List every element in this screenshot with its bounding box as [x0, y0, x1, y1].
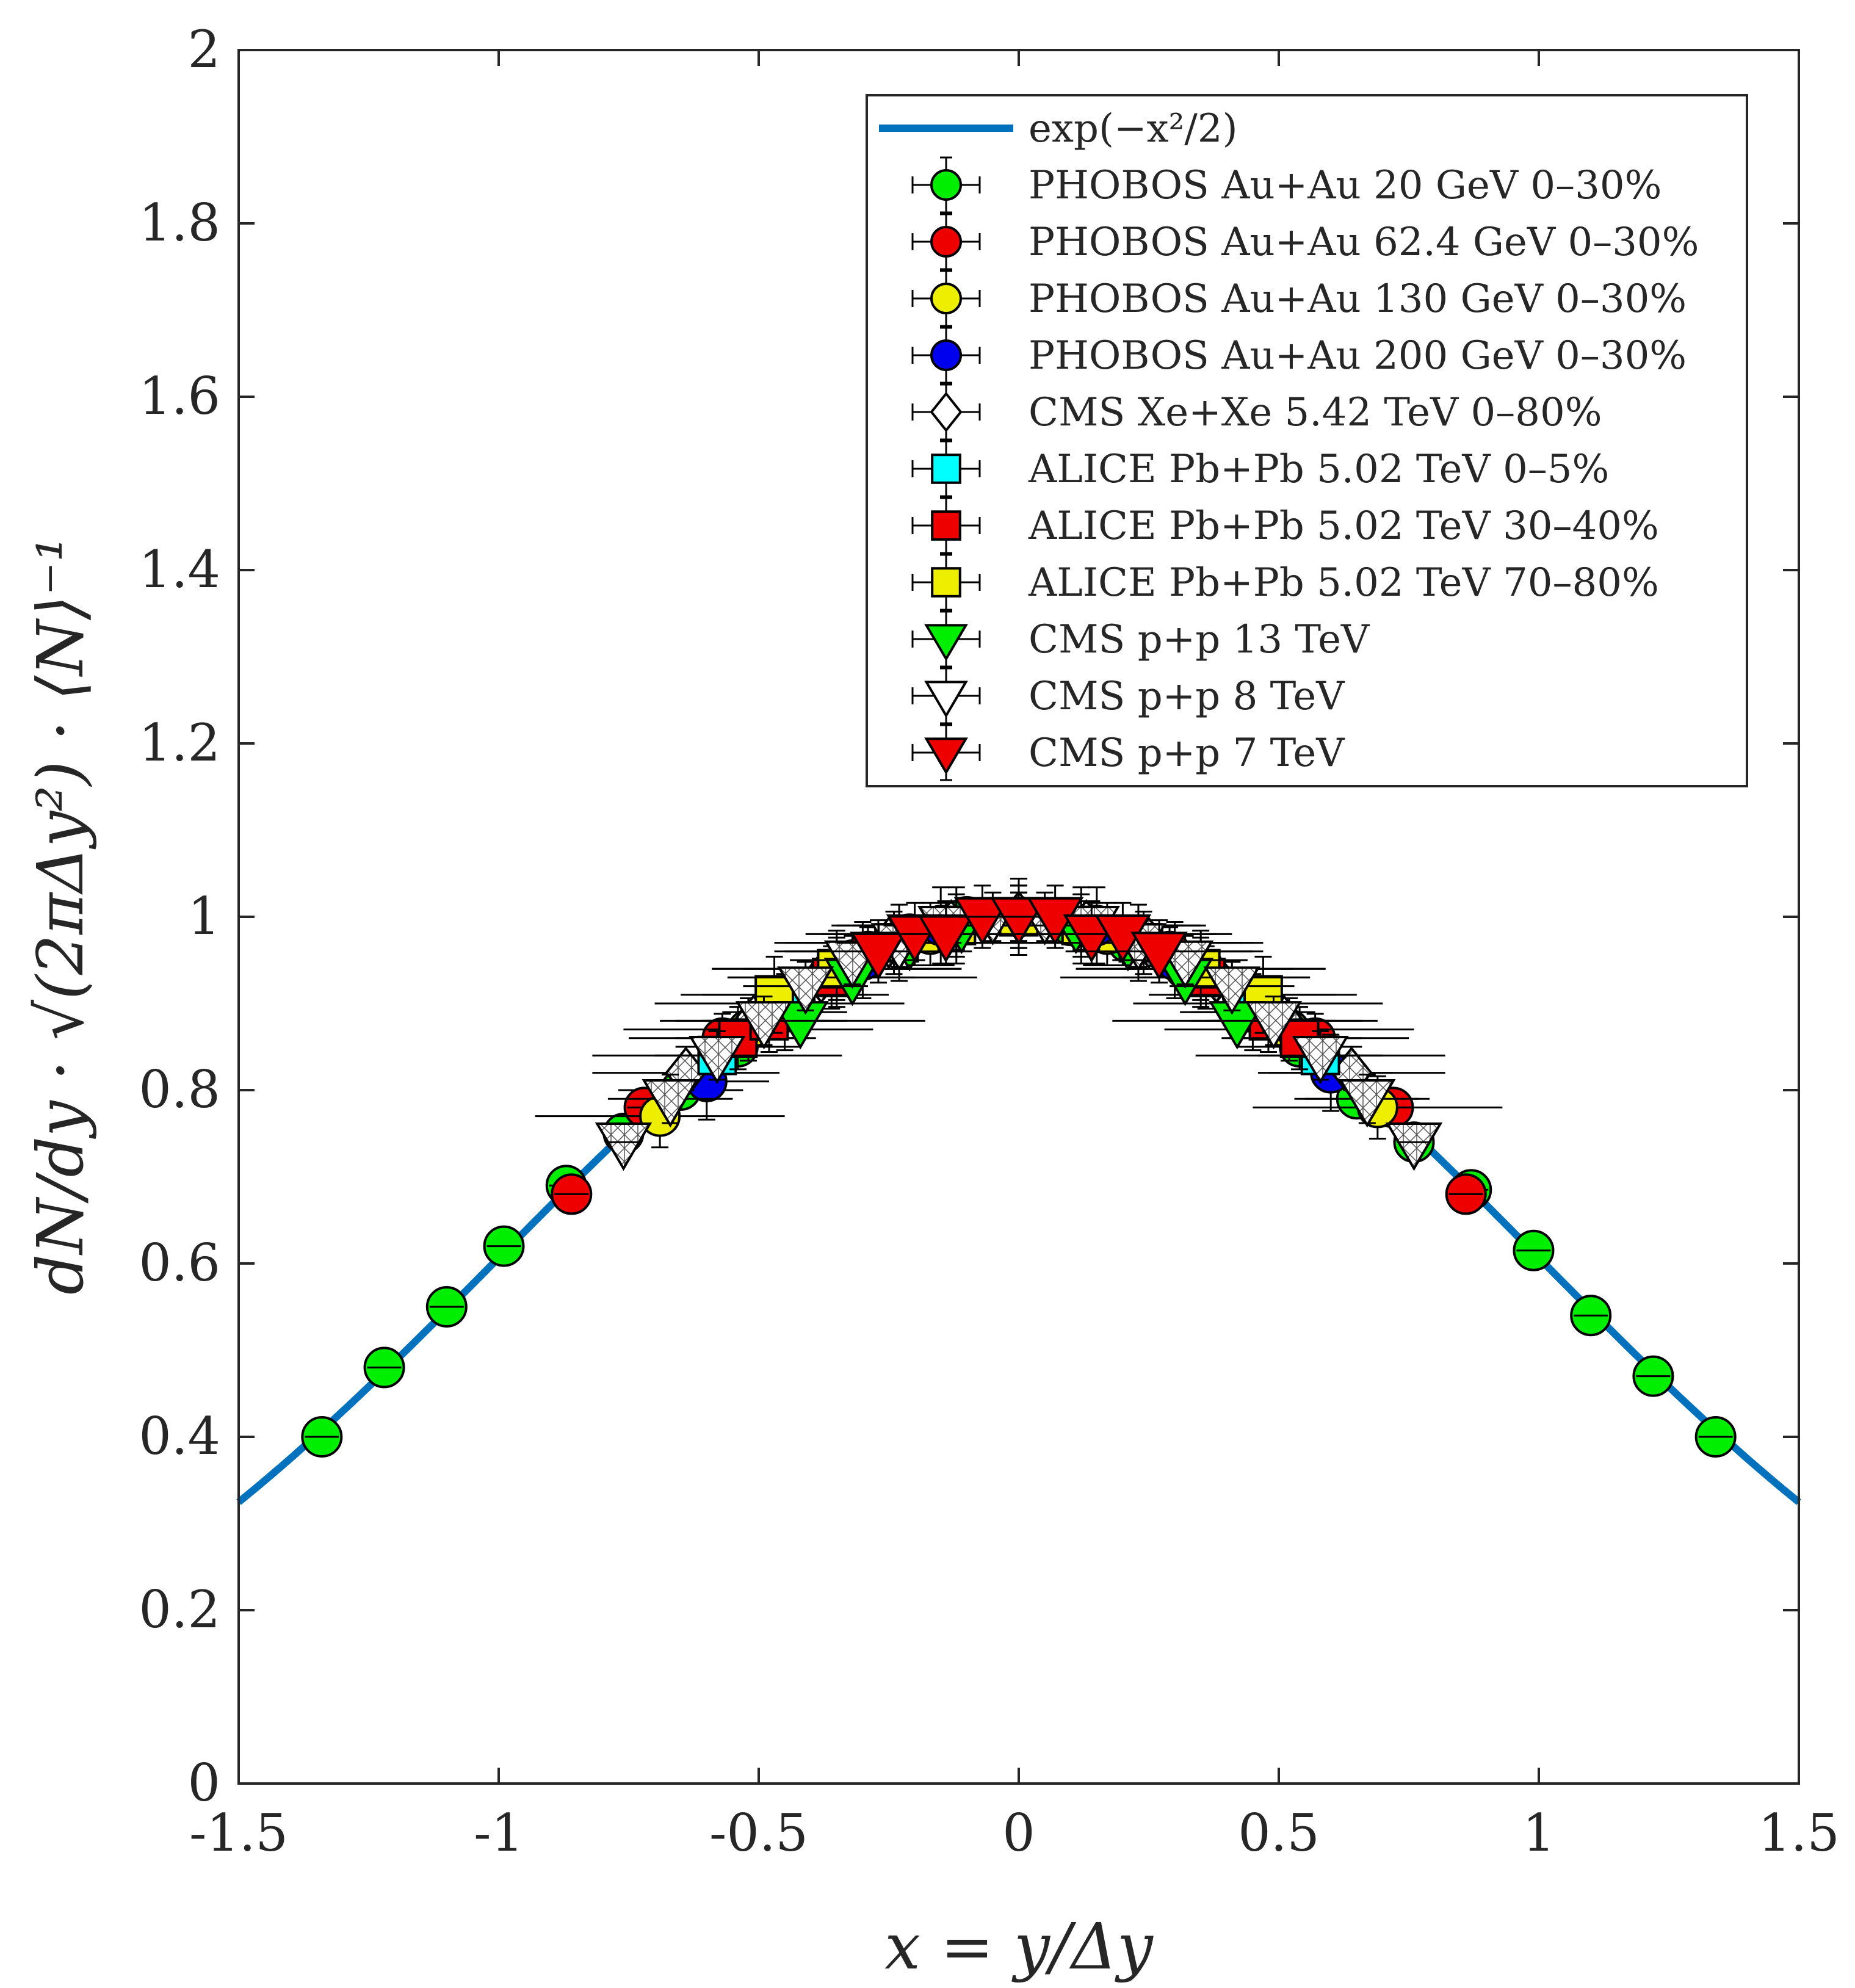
x-ticks: -1.5 -1 -0.5 0 0.5 1 1.5: [189, 50, 1840, 1863]
legend-label: CMS Xe+Xe 5.42 TeV 0–80%: [1029, 390, 1602, 435]
y-tick-label: 0.4: [139, 1406, 220, 1466]
legend-marker: [924, 624, 968, 662]
data-point: [1385, 1122, 1443, 1171]
data-point: [990, 897, 1047, 946]
data-point: [776, 966, 834, 1015]
legend-label: PHOBOS Au+Au 200 GeV 0–30%: [1029, 333, 1687, 378]
legend-marker: [931, 454, 961, 484]
data-point: [850, 931, 907, 980]
data-point: [1292, 1035, 1349, 1085]
data-point: [1203, 966, 1261, 1015]
x-tick-label: -1.5: [189, 1803, 288, 1863]
legend-marker: [924, 681, 968, 718]
x-tick-label: -0.5: [709, 1803, 808, 1863]
legend-label: ALICE Pb+Pb 5.02 TeV 0–5%: [1028, 447, 1609, 492]
y-tick-label: 1.4: [139, 540, 220, 599]
data-point: [595, 1122, 653, 1171]
legend-marker: [931, 567, 961, 598]
series-10: [784, 884, 1253, 984]
y-tick-label: 1.2: [139, 713, 220, 773]
legend-marker: [931, 510, 961, 541]
data-point: [1130, 931, 1188, 980]
x-tick-label: 0.5: [1238, 1803, 1320, 1863]
legend-label: CMS p+p 8 TeV: [1029, 674, 1345, 719]
data-point: [689, 1035, 746, 1085]
legend-marker: [930, 283, 962, 314]
plot-area: [236, 878, 1801, 1505]
y-axis-label: dN/dy · √(2πΔy²) · ⟨N⟩⁻¹: [23, 537, 98, 1295]
x-tick-label: 0: [1002, 1803, 1035, 1863]
y-tick-label: 0.8: [139, 1060, 220, 1119]
y-tick-label: 0.2: [139, 1580, 220, 1639]
legend-label: PHOBOS Au+Au 130 GeV 0–30%: [1029, 277, 1687, 322]
data-point: [642, 1079, 699, 1128]
y-tick-label: 1: [188, 886, 220, 946]
x-tick-label: 1: [1522, 1803, 1555, 1863]
y-ticks: 0 0.2 0.4 0.6 0.8 1 1.2 1.4 1.6 1.8 2: [139, 20, 1799, 1813]
legend-label: ALICE Pb+Pb 5.02 TeV 70–80%: [1028, 560, 1659, 605]
data-point: [953, 897, 1011, 946]
legend-label: CMS p+p 13 TeV: [1029, 617, 1370, 662]
legend-label: ALICE Pb+Pb 5.02 TeV 30–40%: [1028, 504, 1659, 549]
x-axis-label: x = y/Δy: [884, 1909, 1154, 1984]
legend-marker: [930, 169, 962, 201]
legend-label: CMS p+p 7 TeV: [1029, 731, 1345, 776]
legend-label: exp(−x²/2): [1029, 106, 1238, 151]
y-tick-label: 2: [188, 20, 220, 79]
legend: exp(−x²/2) PHOBOS Au+Au 20 GeV 0–30% PHOBO…: [866, 94, 1748, 787]
legend-marker: [930, 339, 962, 371]
x-tick-label: 1.5: [1758, 1803, 1840, 1863]
data-point: [735, 1001, 793, 1050]
y-tick-label: 1.6: [139, 366, 220, 426]
data-point: [1339, 1079, 1396, 1128]
x-tick-label: -1: [474, 1803, 524, 1863]
data-point: [917, 914, 975, 963]
y-tick-label: 1.8: [139, 193, 220, 253]
y-tick-label: 0: [188, 1753, 220, 1813]
y-tick-label: 0.6: [139, 1233, 220, 1293]
legend-marker: [930, 391, 963, 433]
legend-box: [866, 94, 1748, 787]
legend-marker: [924, 737, 968, 775]
legend-marker: [930, 226, 962, 258]
data-point: [1245, 1001, 1303, 1050]
axes-box: [237, 49, 1800, 1785]
legend-label: PHOBOS Au+Au 20 GeV 0–30%: [1029, 163, 1662, 208]
legend-label: PHOBOS Au+Au 62.4 GeV 0–30%: [1029, 220, 1699, 265]
